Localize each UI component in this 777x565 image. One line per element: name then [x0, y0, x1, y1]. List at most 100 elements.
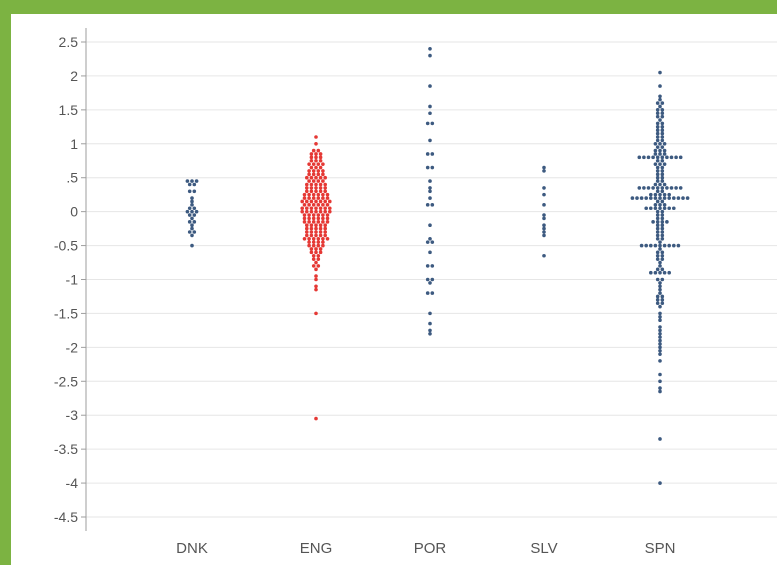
data-point-spn	[660, 199, 665, 204]
data-point-por	[428, 138, 432, 143]
data-point-eng	[302, 236, 307, 241]
data-point-por	[428, 223, 432, 228]
data-point-spn	[662, 192, 667, 197]
data-point-spn	[653, 270, 658, 275]
data-point-dnk	[187, 213, 192, 217]
data-point-eng	[318, 226, 323, 231]
data-point-por	[425, 264, 430, 268]
data-point-spn	[658, 148, 662, 153]
data-point-spn	[662, 203, 667, 207]
data-point-eng	[302, 192, 307, 197]
data-point-eng	[307, 216, 311, 221]
data-point-dnk	[192, 213, 197, 217]
data-point-eng	[307, 172, 311, 177]
data-point-eng	[314, 158, 318, 163]
data-point-spn	[658, 203, 662, 207]
data-point-spn	[660, 108, 665, 112]
data-point-eng	[307, 213, 311, 217]
data-point-por	[428, 53, 432, 58]
data-point-eng	[314, 287, 318, 292]
data-point-spn	[658, 318, 662, 323]
data-point-spn	[660, 135, 665, 139]
data-point-spn	[642, 186, 646, 190]
data-point-slv	[542, 192, 546, 197]
data-point-eng	[314, 226, 318, 231]
data-point-eng	[311, 179, 316, 183]
data-point-eng	[314, 230, 318, 234]
data-point-spn	[660, 131, 665, 136]
data-point-spn	[653, 206, 658, 211]
data-point-spn	[660, 216, 665, 221]
data-point-eng	[309, 155, 314, 160]
data-point-eng	[316, 243, 321, 248]
data-point-por	[425, 277, 430, 282]
data-point-dnk	[185, 179, 190, 183]
data-point-dnk	[190, 179, 194, 183]
data-point-dnk	[192, 206, 197, 211]
data-point-spn	[667, 270, 671, 275]
data-point-eng	[321, 236, 325, 241]
data-point-eng	[316, 179, 321, 183]
data-point-eng	[318, 199, 323, 204]
data-point-spn	[655, 169, 660, 173]
data-point-spn	[660, 233, 665, 238]
data-point-eng	[314, 284, 318, 289]
data-point-eng	[318, 233, 323, 238]
data-point-spn	[660, 172, 665, 177]
data-point-spn	[655, 121, 660, 126]
data-point-slv	[542, 226, 546, 231]
data-point-dnk	[190, 243, 194, 248]
y-tick-label: 2	[70, 68, 78, 84]
data-point-spn	[658, 315, 662, 319]
data-point-eng	[321, 240, 325, 244]
data-point-eng	[309, 182, 314, 187]
data-point-por	[430, 264, 435, 268]
data-point-dnk	[192, 189, 197, 194]
data-point-eng	[314, 206, 318, 211]
data-point-eng	[321, 196, 325, 200]
data-point-spn	[655, 250, 660, 255]
data-point-eng	[307, 169, 311, 173]
data-point-eng	[316, 236, 321, 241]
data-point-spn	[658, 338, 662, 343]
data-point-dnk	[190, 209, 194, 214]
data-point-spn	[644, 196, 648, 200]
data-point-spn	[658, 141, 662, 146]
data-point-eng	[302, 220, 307, 224]
data-point-eng	[316, 240, 321, 244]
data-point-eng	[318, 209, 323, 214]
data-point-por	[428, 84, 432, 88]
data-point-eng	[325, 213, 330, 217]
y-tick-label: -4	[66, 475, 79, 491]
data-point-eng	[323, 209, 328, 214]
data-point-eng	[309, 199, 314, 204]
data-point-spn	[660, 155, 665, 160]
data-point-dnk	[190, 199, 194, 204]
data-point-spn	[655, 101, 660, 105]
data-point-eng	[302, 196, 307, 200]
data-point-spn	[658, 182, 662, 187]
data-point-eng	[318, 230, 323, 234]
x-axis-category-labels: DNK ENG POR SLV SPN	[176, 540, 675, 557]
data-point-spn	[658, 284, 662, 289]
data-point-dnk	[187, 220, 192, 224]
data-point-dnk	[185, 209, 190, 214]
y-tick-label: -1	[66, 272, 79, 288]
data-point-spn	[658, 247, 662, 251]
data-point-eng	[311, 172, 316, 177]
data-point-spn	[653, 141, 658, 146]
data-point-spn	[655, 179, 660, 183]
data-point-eng	[314, 277, 318, 282]
data-point-eng	[314, 260, 318, 265]
data-point-spn	[658, 196, 662, 200]
data-point-eng	[321, 213, 325, 217]
category-label-spn: SPN	[645, 540, 676, 557]
data-point-por	[430, 277, 435, 282]
data-point-eng	[316, 213, 321, 217]
data-point-eng	[318, 158, 323, 163]
category-label-por: POR	[414, 540, 447, 557]
data-point-eng	[325, 216, 330, 221]
data-point-eng	[305, 233, 309, 238]
data-point-eng	[309, 247, 314, 251]
data-point-spn	[655, 298, 660, 302]
